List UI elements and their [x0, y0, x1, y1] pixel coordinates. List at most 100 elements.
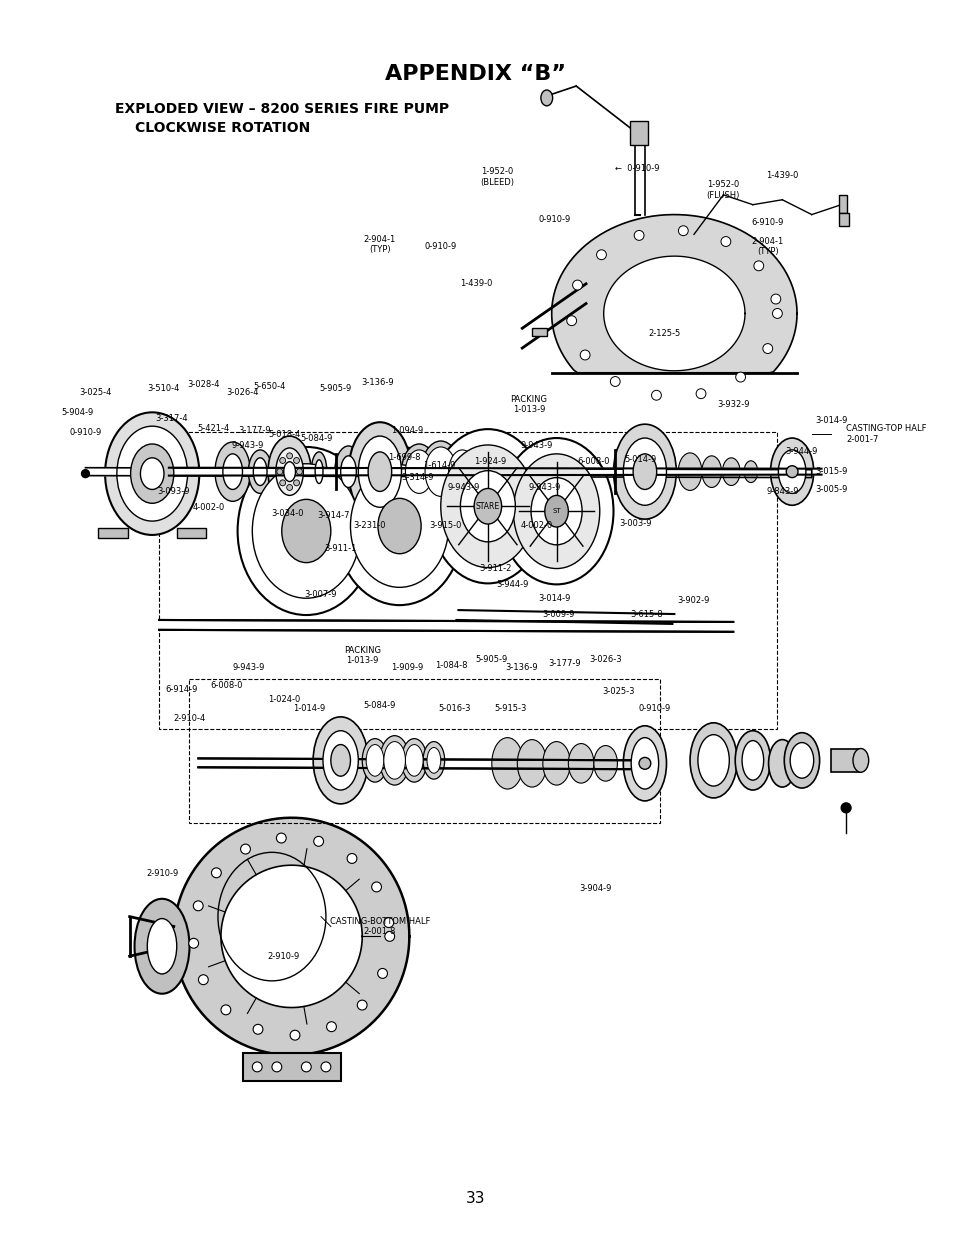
- Text: 1-094-9: 1-094-9: [391, 426, 423, 435]
- Text: 3-009-9: 3-009-9: [542, 610, 574, 619]
- Circle shape: [610, 377, 619, 387]
- Text: ←  0-910-9: ← 0-910-9: [615, 163, 659, 173]
- Text: 4-002-0: 4-002-0: [520, 520, 553, 530]
- Text: 5-904-9: 5-904-9: [61, 408, 93, 417]
- Circle shape: [377, 968, 387, 978]
- Ellipse shape: [131, 443, 173, 504]
- Polygon shape: [173, 818, 409, 1055]
- Ellipse shape: [852, 748, 868, 772]
- Ellipse shape: [789, 742, 813, 778]
- Text: 1-699-8: 1-699-8: [388, 453, 420, 462]
- Text: 3-231-0: 3-231-0: [353, 520, 385, 530]
- Circle shape: [294, 480, 299, 485]
- Ellipse shape: [368, 452, 392, 492]
- Text: CASTING-BOTTOM HALF
2-001-8: CASTING-BOTTOM HALF 2-001-8: [330, 916, 430, 936]
- Text: 33: 33: [465, 1191, 484, 1205]
- Circle shape: [696, 389, 705, 399]
- Text: 5-084-9: 5-084-9: [363, 700, 395, 709]
- Text: 5-084-9: 5-084-9: [299, 433, 332, 442]
- Text: 9-843-9: 9-843-9: [765, 487, 798, 496]
- Text: 5-915-3: 5-915-3: [494, 704, 526, 714]
- Polygon shape: [159, 620, 733, 632]
- Text: 1-439-0: 1-439-0: [459, 279, 492, 288]
- Ellipse shape: [770, 438, 813, 505]
- Ellipse shape: [460, 471, 515, 542]
- Ellipse shape: [743, 461, 757, 483]
- Ellipse shape: [429, 429, 546, 583]
- Text: PACKING
1-013-9: PACKING 1-013-9: [343, 646, 380, 666]
- Ellipse shape: [331, 745, 350, 776]
- Ellipse shape: [544, 495, 568, 527]
- Text: 1-014-9: 1-014-9: [293, 704, 325, 714]
- Text: 5-421-4: 5-421-4: [196, 424, 229, 432]
- Ellipse shape: [513, 453, 599, 568]
- Ellipse shape: [741, 741, 762, 781]
- Text: 3-136-9: 3-136-9: [361, 378, 394, 387]
- Ellipse shape: [517, 740, 546, 787]
- Text: 3-915-0: 3-915-0: [429, 520, 461, 530]
- Text: 6-914-9: 6-914-9: [165, 684, 197, 694]
- Text: 2-910-9: 2-910-9: [146, 868, 178, 878]
- Ellipse shape: [268, 436, 311, 508]
- Circle shape: [372, 882, 381, 892]
- Ellipse shape: [383, 741, 405, 779]
- Text: 1-924-9: 1-924-9: [474, 457, 505, 467]
- Circle shape: [572, 280, 582, 290]
- Ellipse shape: [335, 447, 463, 605]
- Polygon shape: [603, 256, 744, 370]
- Text: 1-909-9: 1-909-9: [391, 663, 423, 672]
- Ellipse shape: [348, 422, 411, 521]
- Circle shape: [294, 457, 299, 463]
- Text: 3-510-4: 3-510-4: [148, 384, 180, 393]
- Text: 3-007-9: 3-007-9: [304, 590, 337, 599]
- Text: 1-952-0
(BLEED): 1-952-0 (BLEED): [480, 167, 515, 186]
- Text: 1-439-0: 1-439-0: [765, 170, 798, 179]
- Text: 3-911-1: 3-911-1: [324, 545, 356, 553]
- Circle shape: [314, 836, 323, 846]
- Text: 3-028-4: 3-028-4: [187, 380, 219, 389]
- Text: 3-911-2: 3-911-2: [479, 564, 512, 573]
- Ellipse shape: [540, 90, 552, 106]
- Ellipse shape: [689, 722, 737, 798]
- Circle shape: [286, 484, 293, 490]
- Ellipse shape: [105, 412, 199, 535]
- Ellipse shape: [252, 464, 360, 598]
- Ellipse shape: [340, 456, 356, 488]
- Bar: [839, 195, 846, 212]
- Ellipse shape: [314, 459, 323, 484]
- Ellipse shape: [783, 732, 819, 788]
- Bar: [98, 529, 128, 538]
- Text: 5-905-9: 5-905-9: [476, 655, 507, 664]
- Ellipse shape: [622, 726, 666, 802]
- Circle shape: [384, 931, 395, 941]
- Ellipse shape: [117, 426, 188, 521]
- Circle shape: [276, 469, 282, 474]
- Circle shape: [347, 853, 356, 863]
- Ellipse shape: [377, 499, 420, 553]
- Text: 9-943-9: 9-943-9: [447, 483, 479, 492]
- Text: STARE: STARE: [476, 501, 499, 511]
- Text: 3-015-9: 3-015-9: [815, 467, 846, 477]
- Ellipse shape: [275, 448, 303, 495]
- Text: 6-008-0: 6-008-0: [577, 457, 610, 467]
- Circle shape: [651, 390, 660, 400]
- Text: ST: ST: [552, 509, 560, 514]
- Circle shape: [383, 918, 394, 927]
- Text: 3-944-9: 3-944-9: [496, 580, 528, 589]
- Circle shape: [301, 1062, 311, 1072]
- Text: 6-910-9: 6-910-9: [751, 219, 783, 227]
- Circle shape: [720, 237, 730, 247]
- Circle shape: [785, 466, 797, 478]
- Ellipse shape: [613, 424, 676, 519]
- Text: 3-005-9: 3-005-9: [815, 485, 846, 494]
- Circle shape: [566, 316, 576, 326]
- Text: 4-002-0: 4-002-0: [193, 503, 225, 511]
- Text: 0-910-9: 0-910-9: [638, 704, 670, 714]
- Text: 9-943-9: 9-943-9: [232, 663, 264, 672]
- Ellipse shape: [735, 731, 770, 790]
- Circle shape: [198, 974, 208, 984]
- Ellipse shape: [631, 737, 658, 789]
- Circle shape: [221, 1005, 231, 1015]
- Ellipse shape: [425, 447, 456, 496]
- Bar: [242, 1053, 340, 1081]
